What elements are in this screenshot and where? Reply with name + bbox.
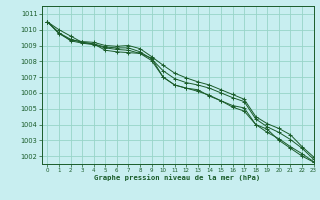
X-axis label: Graphe pression niveau de la mer (hPa): Graphe pression niveau de la mer (hPa) <box>94 175 261 181</box>
